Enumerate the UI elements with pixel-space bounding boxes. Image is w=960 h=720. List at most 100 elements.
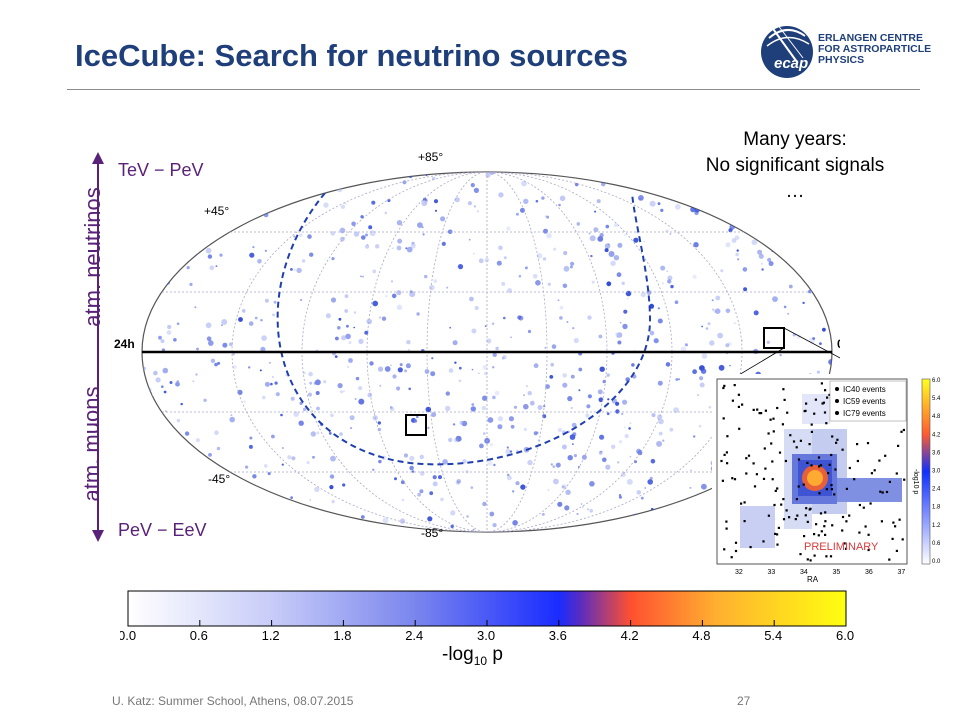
map-speckle <box>605 224 610 229</box>
map-speckle <box>597 236 604 242</box>
map-speckle <box>628 427 631 430</box>
map-speckle <box>257 259 262 264</box>
map-speckle <box>142 388 145 393</box>
colorbar-ticks: 0.0 0.6 1.2 1.8 2.4 3.0 3.6 4.2 4.8 5.4 6.0 <box>120 620 854 643</box>
inset-event <box>722 417 725 420</box>
inset-event <box>869 502 872 505</box>
map-speckle <box>170 239 174 243</box>
map-speckle <box>622 323 628 330</box>
map-speckle <box>245 177 250 182</box>
map-speckle <box>372 269 377 274</box>
inset-event <box>820 530 823 533</box>
map-speckle <box>432 481 438 487</box>
map-speckle <box>734 235 740 240</box>
inset-event <box>723 384 726 387</box>
map-speckle <box>647 479 653 485</box>
map-speckle <box>757 212 761 217</box>
map-speckle <box>715 295 721 301</box>
colorbar-tick-label: 3.6 <box>549 628 567 643</box>
map-speckle <box>559 305 564 310</box>
map-speckle <box>471 403 475 406</box>
map-speckle <box>599 434 605 440</box>
inset-event <box>725 451 728 454</box>
map-speckle <box>421 200 428 207</box>
map-speckle <box>272 313 275 317</box>
inset-event <box>803 535 806 538</box>
inset-event <box>818 492 821 495</box>
map-speckle <box>208 340 214 346</box>
map-speckle <box>306 461 310 465</box>
inset-event <box>726 435 729 438</box>
map-speckle <box>168 198 171 201</box>
map-speckle <box>427 426 430 429</box>
map-speckle <box>337 326 341 330</box>
inset-x-ticks: 32 33 34 35 36 37 <box>735 569 905 576</box>
map-speckle <box>143 517 149 523</box>
map-speckle <box>669 233 672 235</box>
map-speckle <box>455 435 462 442</box>
map-speckle <box>714 308 721 314</box>
map-speckle <box>445 405 451 412</box>
inset-cbar-tick: 6.0 <box>932 378 941 384</box>
map-speckle <box>203 398 207 402</box>
map-speckle <box>471 368 474 371</box>
inset-event <box>822 401 825 404</box>
map-speckle <box>808 289 812 294</box>
page-number: 27 <box>737 694 751 708</box>
map-speckle <box>429 491 434 496</box>
map-speckle <box>159 222 165 227</box>
map-speckle <box>243 310 246 314</box>
map-speckle <box>312 455 315 459</box>
map-speckle <box>293 268 296 272</box>
map-speckle <box>330 413 334 418</box>
energy-arrow <box>92 152 104 542</box>
map-speckle <box>682 506 688 512</box>
map-speckle <box>623 309 628 314</box>
map-speckle <box>260 319 263 322</box>
map-speckle <box>518 315 524 321</box>
map-speckle <box>705 498 708 501</box>
map-speckle <box>667 275 673 281</box>
map-speckle <box>606 281 612 287</box>
map-speckle <box>736 249 739 252</box>
map-speckle <box>541 512 545 516</box>
inset-event <box>776 487 779 490</box>
inset-cbar-tick: 2.4 <box>932 487 941 493</box>
map-speckle <box>563 250 568 256</box>
map-speckle <box>625 290 632 297</box>
map-speckle <box>570 265 573 269</box>
inset-event <box>897 444 900 447</box>
inset-event <box>826 396 829 399</box>
map-speckle <box>485 172 491 178</box>
map-speckle <box>342 483 346 487</box>
map-speckle <box>544 215 547 218</box>
inset-event <box>836 438 839 441</box>
ra-label-right: 0h <box>837 337 840 351</box>
map-speckle <box>361 235 366 240</box>
map-speckle <box>643 525 646 529</box>
map-speckle <box>796 188 802 193</box>
map-speckle <box>701 353 708 359</box>
map-speckle <box>543 405 546 408</box>
map-speckle <box>406 340 411 345</box>
inset-event <box>720 459 723 463</box>
map-speckle <box>314 486 320 493</box>
map-speckle <box>207 185 210 188</box>
map-speckle <box>809 225 814 230</box>
map-speckle <box>736 205 741 210</box>
inset-event <box>901 538 904 541</box>
map-speckle <box>533 363 539 369</box>
map-speckle <box>767 257 772 262</box>
map-speckle <box>214 430 219 436</box>
map-speckle <box>710 176 716 182</box>
map-speckle <box>205 322 212 329</box>
map-speckle <box>486 338 492 344</box>
map-speckle <box>458 366 462 370</box>
map-speckle <box>286 197 291 201</box>
map-speckle <box>589 481 595 487</box>
map-speckle <box>163 390 167 394</box>
label-bottom-energy: PeV − EeV <box>118 520 207 540</box>
map-speckle <box>553 478 559 485</box>
map-speckle <box>167 324 172 330</box>
map-speckle <box>409 455 415 461</box>
